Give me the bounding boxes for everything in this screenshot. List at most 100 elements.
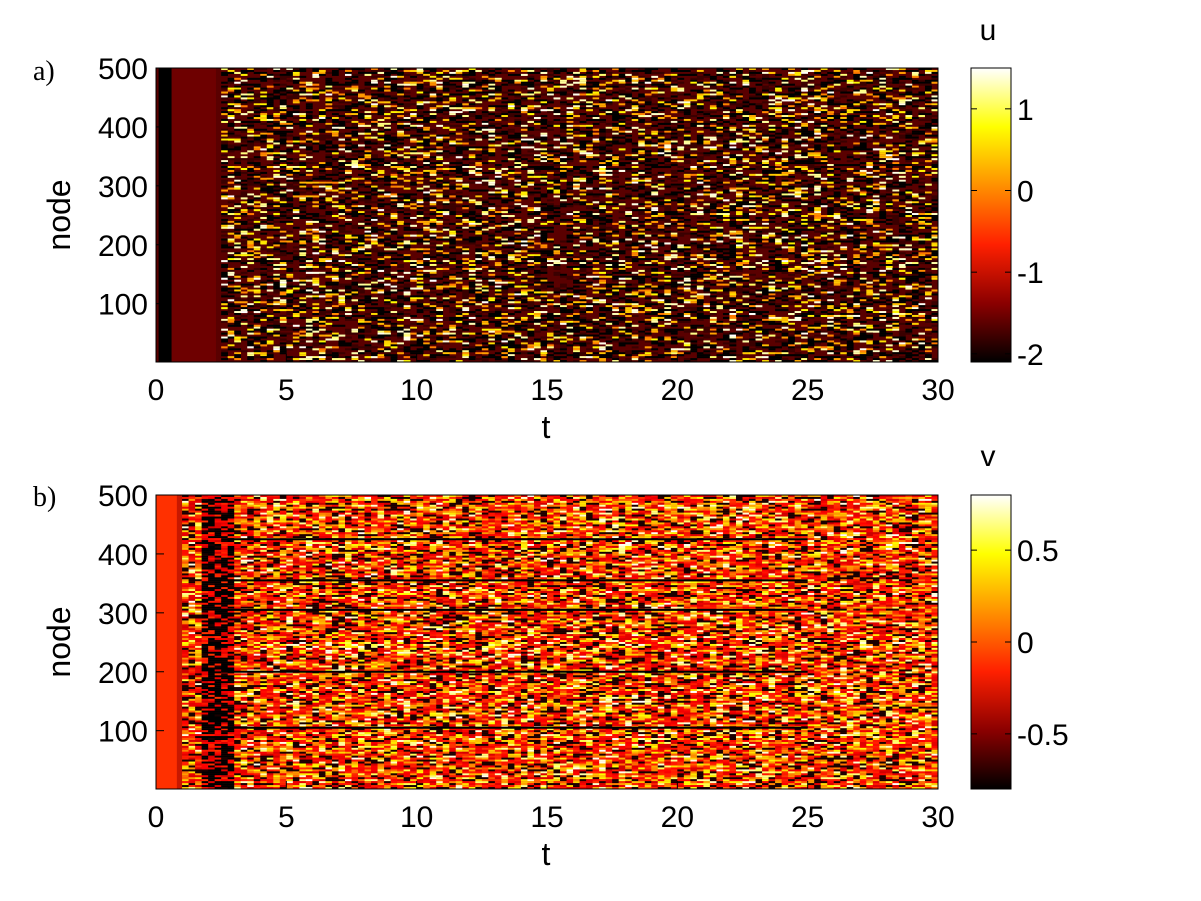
heatmap-cell bbox=[833, 195, 841, 198]
heatmap-cell bbox=[592, 146, 600, 149]
heatmap-cell bbox=[638, 77, 646, 80]
heatmap-cell bbox=[840, 197, 848, 200]
heatmap-cell bbox=[514, 95, 522, 98]
heatmap-cell bbox=[618, 79, 626, 82]
heatmap-cell bbox=[305, 162, 313, 165]
heatmap-cell bbox=[677, 134, 685, 137]
heatmap-cell bbox=[768, 113, 776, 116]
heatmap-cell bbox=[853, 115, 861, 118]
heatmap-cell bbox=[924, 85, 932, 88]
heatmap-cell bbox=[449, 144, 457, 147]
heatmap-cell bbox=[299, 195, 307, 198]
heatmap-cell bbox=[885, 166, 893, 169]
heatmap-cell bbox=[775, 103, 782, 106]
heatmap-cell bbox=[618, 130, 626, 133]
heatmap-cell bbox=[696, 142, 704, 145]
heatmap-cell bbox=[494, 205, 502, 208]
heatmap-cell bbox=[592, 158, 600, 161]
heatmap-cell bbox=[364, 73, 372, 76]
heatmap-cell bbox=[494, 118, 502, 122]
heatmap-cell bbox=[423, 144, 431, 147]
heatmap-cell bbox=[625, 215, 633, 218]
heatmap-cell bbox=[683, 179, 691, 182]
heatmap-cell bbox=[579, 79, 587, 82]
heatmap-cell bbox=[683, 148, 691, 151]
heatmap-cell bbox=[286, 169, 294, 172]
heatmap-cell bbox=[716, 95, 724, 98]
heatmap-cell bbox=[683, 138, 691, 141]
heatmap-cell bbox=[677, 124, 685, 127]
heatmap-cell bbox=[364, 132, 372, 135]
heatmap-cell bbox=[423, 179, 431, 182]
heatmap-cell bbox=[286, 120, 294, 123]
heatmap-cell bbox=[371, 142, 378, 145]
heatmap-cell bbox=[260, 130, 268, 133]
heatmap-cell bbox=[683, 103, 691, 106]
heatmap-cell bbox=[755, 71, 763, 74]
heatmap-cell bbox=[344, 87, 352, 90]
heatmap-cell bbox=[547, 120, 554, 123]
heatmap-cell bbox=[827, 189, 835, 192]
heatmap-cell bbox=[683, 189, 691, 192]
heatmap-cell bbox=[742, 203, 750, 206]
heatmap-cell bbox=[592, 207, 600, 210]
heatmap-cell bbox=[749, 117, 756, 120]
heatmap-cell bbox=[279, 160, 287, 163]
heatmap-cell bbox=[703, 189, 711, 192]
heatmap-cell bbox=[781, 169, 789, 172]
heatmap-cell bbox=[599, 97, 606, 100]
heatmap-cell bbox=[553, 83, 561, 86]
heatmap-cell bbox=[540, 179, 548, 182]
heatmap-cell bbox=[540, 164, 548, 167]
heatmap-cell bbox=[716, 130, 724, 133]
heatmap-cell bbox=[762, 205, 769, 208]
heatmap-cell bbox=[547, 87, 554, 90]
heatmap-cell bbox=[364, 83, 372, 86]
heatmap-cell bbox=[533, 166, 541, 169]
heatmap-cell bbox=[442, 75, 450, 78]
heatmap-cell bbox=[722, 115, 730, 118]
heatmap-cell bbox=[722, 109, 730, 112]
heatmap-cell bbox=[801, 185, 808, 188]
heatmap-cell bbox=[227, 144, 235, 147]
heatmap-cell bbox=[625, 103, 633, 106]
heatmap-cell bbox=[768, 179, 776, 182]
heatmap-cell bbox=[644, 142, 652, 145]
heatmap-cell bbox=[781, 146, 789, 149]
heatmap-cell bbox=[253, 209, 261, 212]
heatmap-cell bbox=[872, 93, 880, 96]
heatmap-cell bbox=[429, 69, 437, 73]
heatmap-cell bbox=[781, 124, 789, 127]
heatmap-cell bbox=[833, 150, 841, 153]
heatmap-cell bbox=[533, 211, 541, 214]
heatmap-cell bbox=[331, 73, 339, 76]
heatmap-cell bbox=[325, 101, 333, 104]
heatmap-cell bbox=[801, 87, 808, 90]
heatmap-cell bbox=[703, 115, 711, 118]
heatmap-cell bbox=[299, 115, 307, 118]
heatmap-cell bbox=[735, 105, 743, 108]
heatmap-cell bbox=[253, 195, 261, 198]
heatmap-cell bbox=[677, 105, 685, 108]
heatmap-cell bbox=[911, 199, 919, 202]
heatmap-cell bbox=[501, 79, 509, 82]
heatmap-cell bbox=[488, 134, 496, 137]
heatmap-cell bbox=[266, 189, 274, 192]
heatmap-cell bbox=[299, 191, 307, 194]
heatmap-cell bbox=[768, 71, 776, 74]
heatmap-cell bbox=[468, 171, 476, 174]
heatmap-cell bbox=[475, 89, 483, 92]
heatmap-cell bbox=[377, 107, 385, 110]
heatmap-cell bbox=[377, 132, 385, 135]
heatmap-cell bbox=[631, 158, 639, 161]
heatmap-cell bbox=[892, 189, 900, 192]
heatmap-cell bbox=[742, 115, 750, 118]
heatmap-cell bbox=[788, 156, 795, 159]
heatmap-cell bbox=[859, 107, 867, 110]
heatmap-cell bbox=[318, 69, 326, 73]
heatmap-cell bbox=[377, 122, 385, 125]
heatmap-cell bbox=[872, 171, 880, 174]
heatmap-cell bbox=[553, 122, 561, 125]
heatmap-cell bbox=[579, 75, 587, 78]
heatmap-cell bbox=[657, 115, 665, 118]
